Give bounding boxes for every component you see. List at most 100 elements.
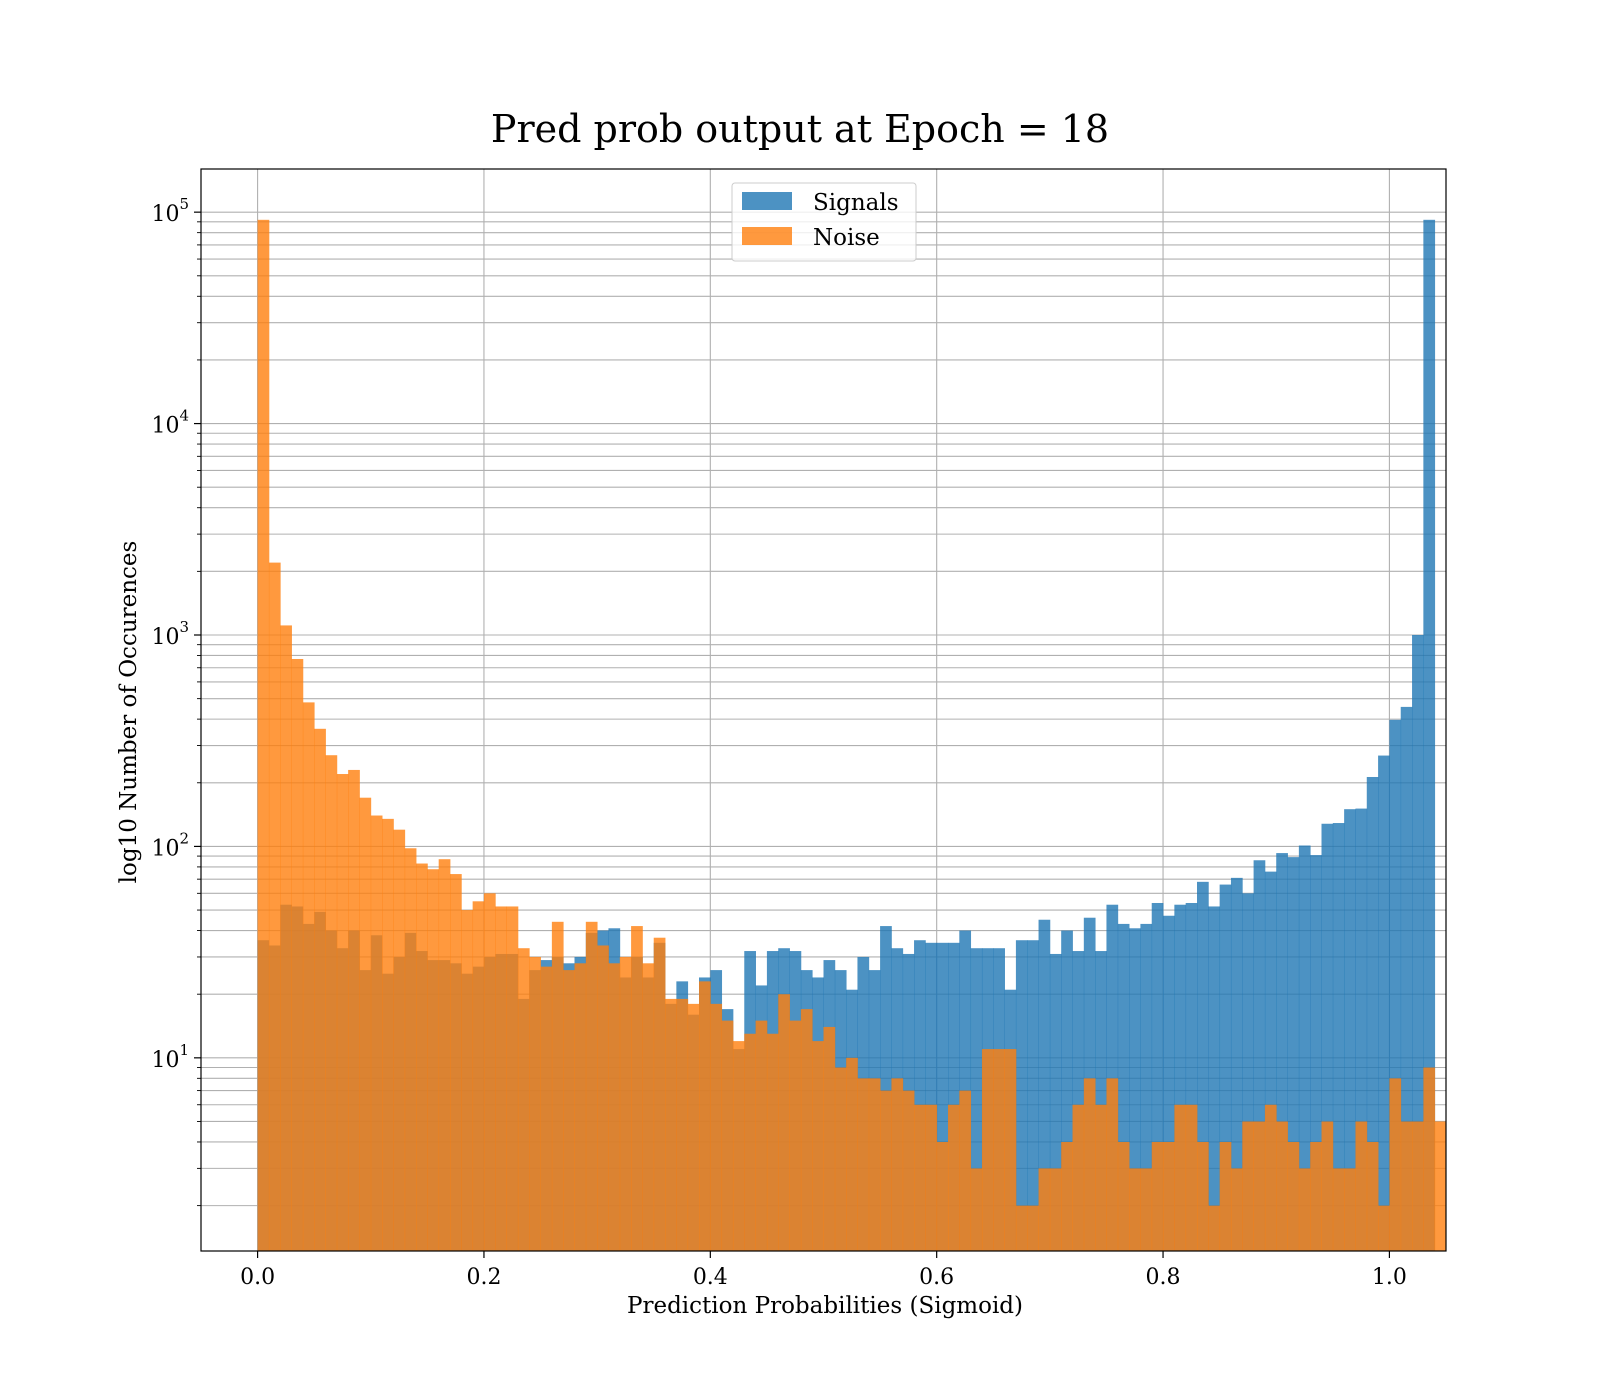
noise-bar [665, 998, 677, 1251]
signals-bar [1185, 902, 1198, 1251]
noise-bar [574, 963, 587, 1251]
y-tick-label: 101 [151, 1041, 189, 1073]
noise-bar [1038, 1168, 1051, 1251]
noise-bar [676, 998, 689, 1251]
y-tick-label: 102 [151, 829, 189, 861]
y-tick-label: 104 [151, 407, 189, 439]
signals-bar [1355, 808, 1368, 1251]
chart-title: Pred prob output at Epoch = 18 [491, 107, 1109, 151]
noise-bar [1276, 1121, 1288, 1251]
noise-bar [1332, 1168, 1345, 1251]
noise-bar [1185, 1104, 1198, 1251]
signals-bar [1332, 823, 1345, 1251]
noise-bar [687, 1003, 700, 1251]
signals-bar [1230, 877, 1243, 1251]
noise-bar [427, 869, 440, 1251]
noise-bar [416, 863, 428, 1251]
noise-bar [1095, 1104, 1107, 1251]
noise-bar [1106, 1078, 1119, 1251]
noise-bar [1366, 1141, 1379, 1251]
noise-bar [1321, 1121, 1334, 1251]
noise-bar [563, 970, 575, 1251]
noise-bar [891, 1078, 904, 1251]
signals-bar [1264, 871, 1277, 1251]
signals-bar [1027, 940, 1039, 1251]
signals-bar [1287, 857, 1300, 1251]
noise-bar [812, 1041, 824, 1251]
noise-bar [710, 1003, 723, 1251]
signals-bar [1106, 904, 1119, 1251]
signals-bar [1310, 855, 1322, 1251]
noise-bar [699, 981, 711, 1251]
noise-bar [925, 1104, 938, 1251]
noise-bar [1264, 1104, 1277, 1251]
signals-bar [1219, 884, 1232, 1251]
histogram-bars [257, 219, 1447, 1252]
noise-bar [778, 994, 790, 1251]
noise-bar [1174, 1104, 1187, 1251]
noise-bar [280, 625, 292, 1251]
noise-bar [857, 1078, 870, 1251]
noise-bar [529, 956, 541, 1251]
x-tick-label: 0.0 [240, 1265, 275, 1290]
signals-bar [1015, 940, 1028, 1251]
signals-bar [1038, 919, 1051, 1251]
noise-bar [1412, 1121, 1424, 1251]
noise-bar [744, 1033, 756, 1251]
noise-bar [404, 848, 417, 1251]
noise-bar [1151, 1141, 1164, 1251]
signals-bar [925, 942, 938, 1251]
noise-bar [1287, 1141, 1300, 1251]
y-tick-label: 103 [151, 618, 189, 650]
noise-bar [993, 1049, 1005, 1251]
noise-bar [1163, 1141, 1175, 1251]
signals-bar [1151, 902, 1164, 1251]
noise-bar [1061, 1141, 1073, 1251]
noise-bar [846, 1057, 858, 1251]
noise-bar [517, 948, 530, 1251]
noise-bar [472, 901, 485, 1251]
noise-bar [981, 1049, 994, 1251]
noise-bar [766, 1033, 779, 1251]
noise-bar [1400, 1121, 1413, 1251]
signals-bar [1423, 219, 1436, 1252]
noise-bar [1129, 1168, 1141, 1251]
x-axis-label: Prediction Probabilities (Sigmoid) [627, 1293, 1023, 1319]
plot-area: 0.0 0.2 0.4 0.6 0.8 1.0 101 102 103 104 105 [151, 168, 1447, 1290]
noise-bar [325, 755, 338, 1251]
noise-bar [1197, 1141, 1209, 1251]
axis-ticks: 0.0 0.2 0.4 0.6 0.8 1.0 101 102 103 104 105 [151, 195, 1406, 1290]
signals-bar [1061, 930, 1073, 1251]
noise-bar [540, 966, 553, 1251]
noise-bar [721, 1020, 734, 1251]
noise-bar [755, 1020, 768, 1251]
signals-bar [1129, 928, 1141, 1251]
signals-bar [1163, 915, 1175, 1251]
signals-bar [1049, 953, 1062, 1251]
signals-bar [1400, 706, 1413, 1251]
x-tick-label: 1.0 [1372, 1265, 1407, 1290]
noise-bar [959, 1090, 972, 1251]
noise-bar [393, 829, 406, 1251]
signals-bar [1298, 845, 1311, 1251]
signals-bar [1378, 755, 1390, 1251]
noise-bar [1434, 1121, 1447, 1251]
noise-bar [370, 815, 383, 1251]
noise-bar [1253, 1121, 1266, 1251]
x-tick-label: 0.6 [919, 1265, 954, 1290]
noise-bar [585, 921, 598, 1251]
noise-bar [1117, 1141, 1130, 1251]
legend-swatch-noise [742, 227, 792, 245]
x-tick-label: 0.4 [693, 1265, 728, 1290]
signals-bar [880, 926, 892, 1251]
signals-bar [1412, 634, 1424, 1251]
noise-bar [619, 956, 632, 1251]
noise-bar [868, 1078, 881, 1251]
signals-bar [1366, 776, 1379, 1251]
noise-bar [291, 658, 304, 1251]
signals-bar [914, 940, 926, 1251]
noise-bar [880, 1090, 892, 1251]
noise-bar [348, 769, 360, 1251]
x-tick-label: 0.2 [466, 1265, 501, 1290]
noise-bar [1140, 1168, 1153, 1251]
